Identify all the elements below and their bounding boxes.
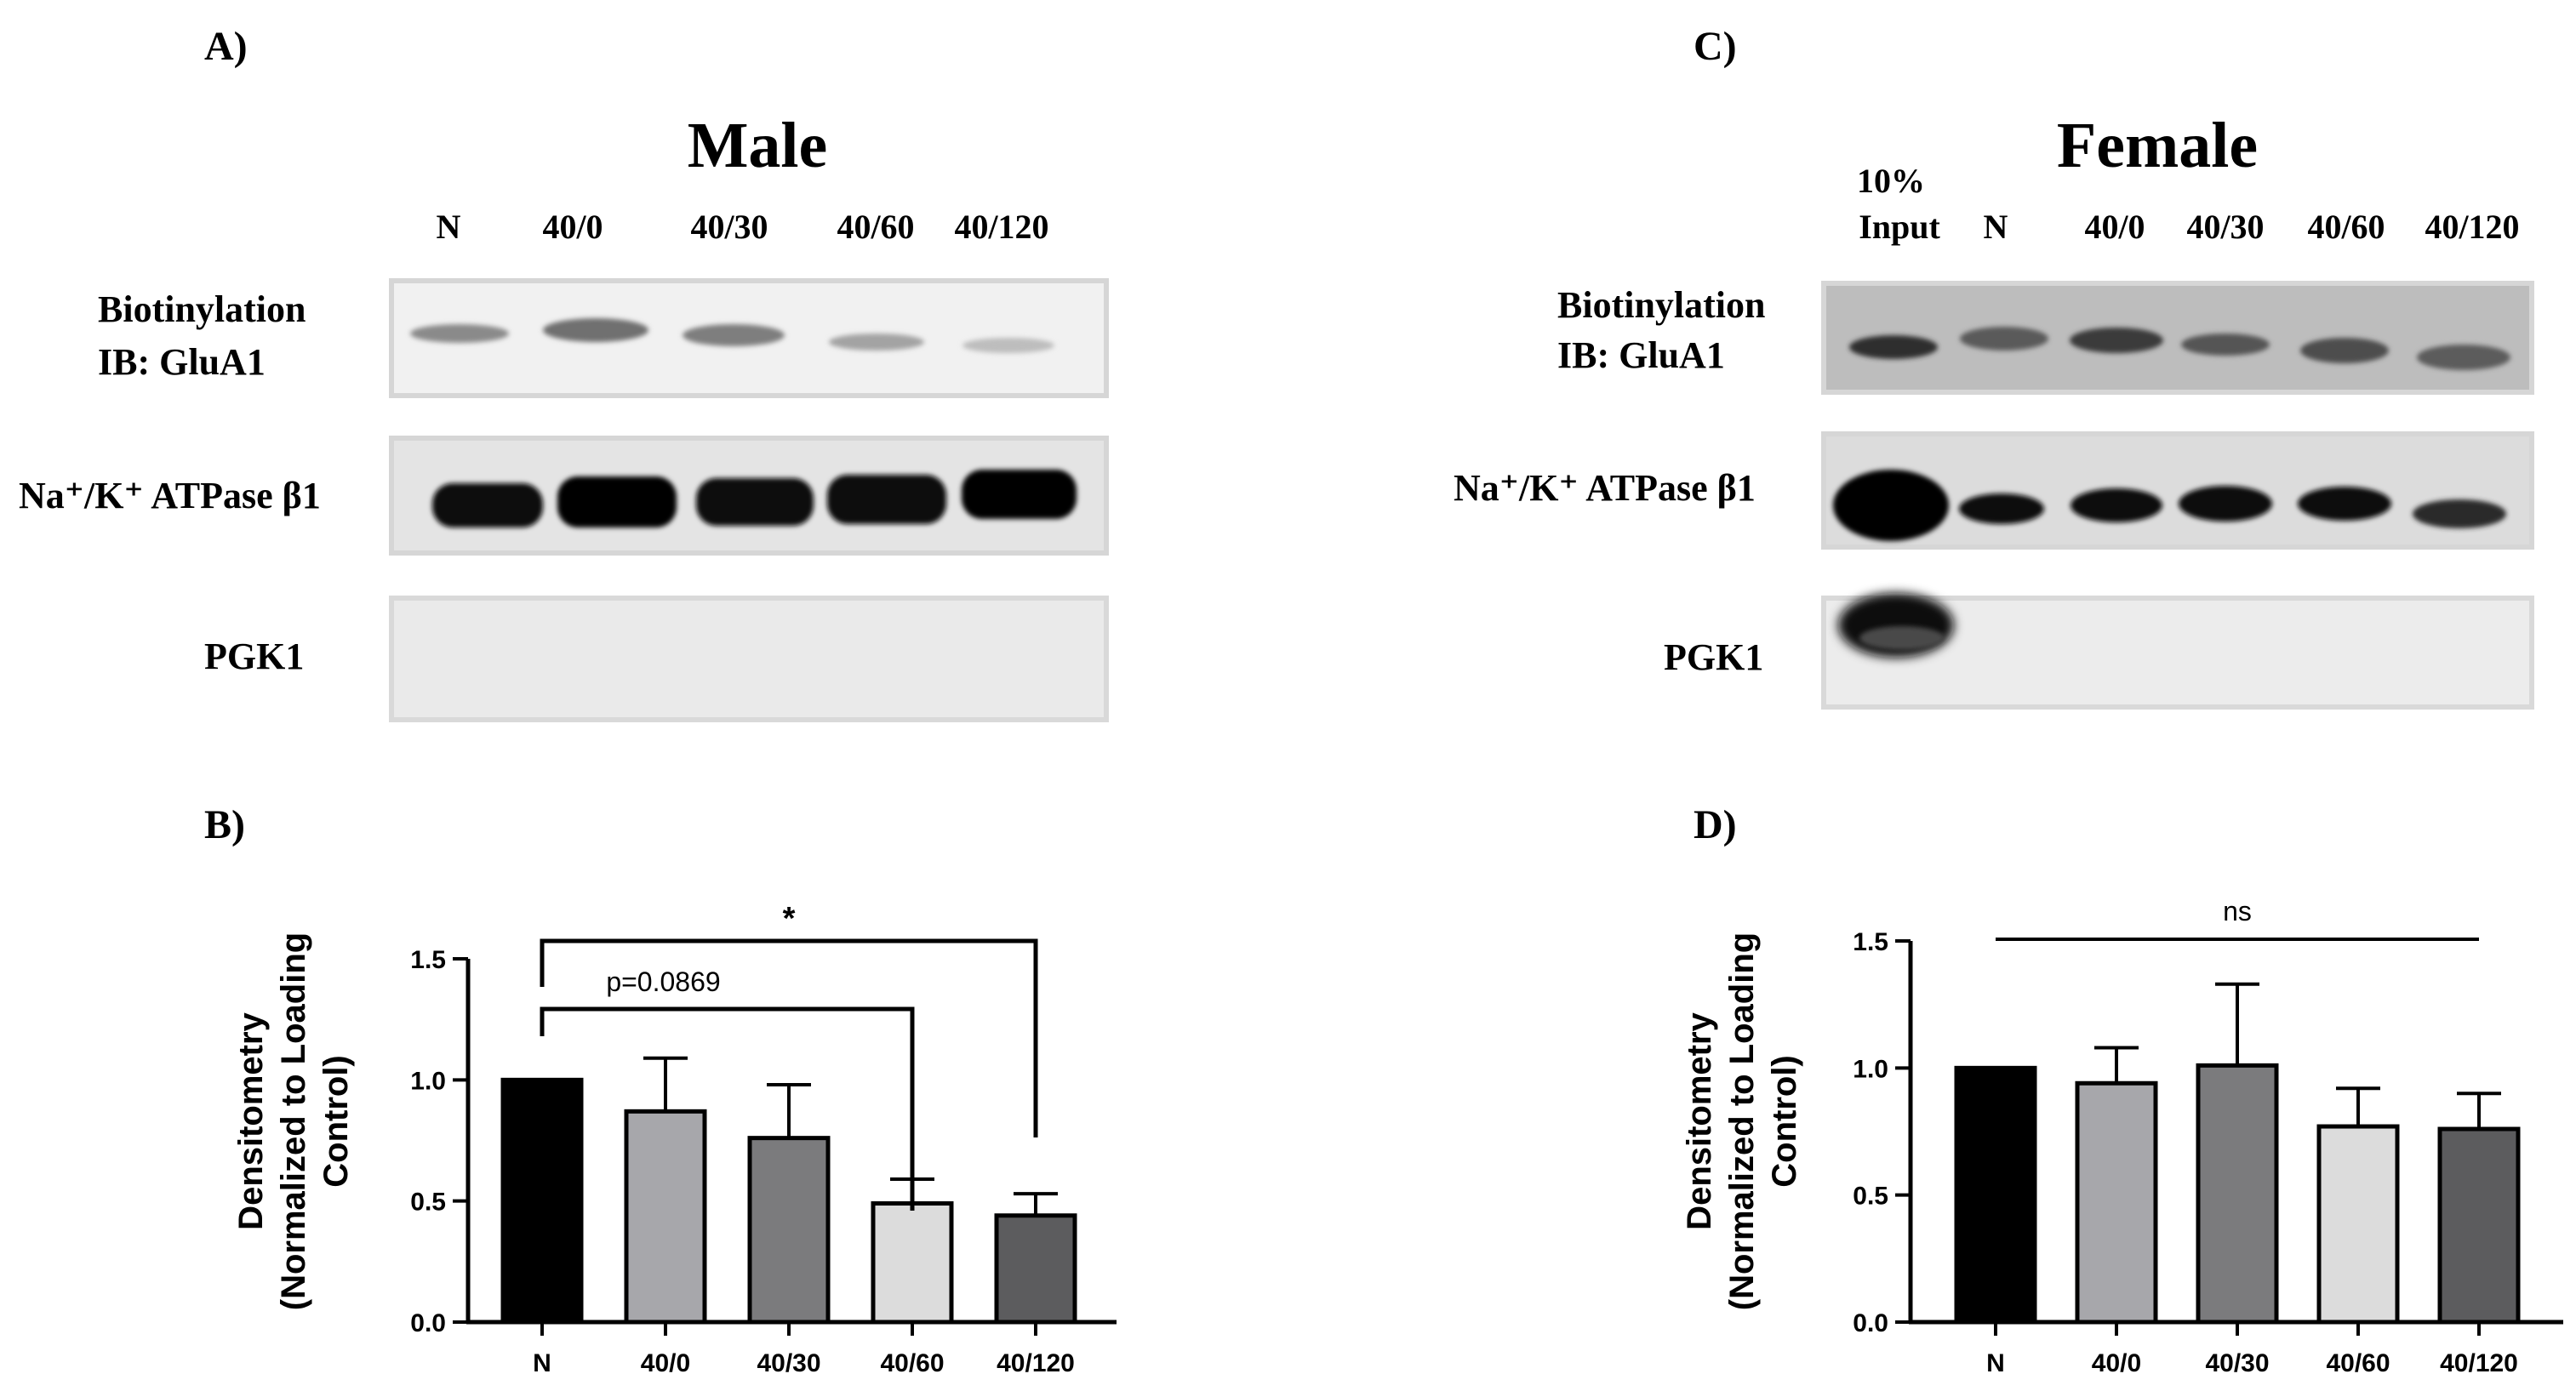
x-tick-label: N: [533, 1349, 551, 1377]
lane-label: 40/30: [2186, 208, 2264, 246]
lane-label: 40/60: [2307, 208, 2385, 246]
y-axis-label: (Normalized to Loading: [1723, 932, 1761, 1310]
row-label-atpase: Na⁺/K⁺ ATPase β1: [19, 475, 321, 516]
blot-title-female: Female: [2057, 110, 2258, 181]
lane-label: 40/30: [690, 208, 768, 246]
y-axis-label: Densitometry: [1681, 1012, 1718, 1229]
x-tick-label: 40/0: [2092, 1349, 2141, 1377]
y-tick-label: 1.5: [1853, 928, 1888, 956]
x-tick-label: 40/30: [2205, 1349, 2269, 1377]
y-axis-label: Control): [317, 1055, 355, 1188]
bar-chart-male: N 40/0 40/30 40/60 40/120 0.0 0.5 1.0 1.5 * p=0.0…: [232, 901, 1117, 1377]
panel-label-b: B): [204, 802, 245, 847]
row-label-atpase: Na⁺/K⁺ ATPase β1: [1454, 467, 1756, 509]
x-tick-label: 40/30: [757, 1349, 820, 1377]
y-tick-label: 0.5: [1853, 1183, 1888, 1211]
x-tick-label: 40/120: [2440, 1349, 2518, 1377]
bar: [871, 1201, 954, 1325]
lane-label: 40/120: [2425, 208, 2519, 246]
panel-label-d: D): [1694, 802, 1737, 847]
bar: [2075, 1080, 2158, 1325]
lane-label: 40/60: [837, 208, 914, 246]
bar: [1954, 1065, 2037, 1325]
lane-labels-male: N 40/0 40/30 40/60 40/120: [437, 208, 1049, 246]
bar-chart-female: N 40/0 40/30 40/60 40/120 0.0 0.5 1.0 1.5 ns Den…: [1681, 896, 2563, 1377]
lane-label: 40/0: [2084, 208, 2145, 246]
blot-atpase-male: [389, 436, 1109, 556]
y-tick-label: 1.0: [1853, 1055, 1888, 1083]
blot-glua1-female: [1821, 281, 2534, 395]
bar: [994, 1213, 1077, 1325]
y-tick-label: 0.0: [1853, 1309, 1888, 1337]
y-axis-label: Control): [1766, 1055, 1803, 1188]
x-tick-label: 40/120: [997, 1349, 1075, 1377]
x-tick-label: 40/60: [2326, 1349, 2390, 1377]
panel-c: C) Female 10% Input N 40/0 40/30 40/60 4…: [1454, 24, 2534, 710]
y-tick-label: 1.0: [410, 1067, 446, 1095]
y-tick-label: 0.5: [410, 1189, 446, 1217]
lane-label: 40/0: [542, 208, 603, 246]
lane-label-10pct: 10%: [1857, 162, 1925, 200]
lane-labels-female: N 40/0 40/30 40/60 40/120: [1984, 208, 2520, 246]
y-axis-label: (Normalized to Loading: [275, 932, 312, 1310]
lane-label: 40/120: [954, 208, 1048, 246]
bar: [747, 1136, 831, 1325]
row-label-biotinylation: Biotinylation: [98, 288, 306, 330]
lane-label: N: [437, 208, 461, 246]
panel-a: A) Male N 40/0 40/30 40/60 40/120 Biotin…: [19, 24, 1109, 722]
blot-title-male: Male: [688, 110, 828, 181]
x-tick-label: 40/60: [880, 1349, 944, 1377]
y-axis-label: Densitometry: [232, 1012, 270, 1229]
bar: [500, 1077, 584, 1325]
lane-label-input: Input: [1859, 208, 1940, 246]
row-label-ib-glua1: IB: GluA1: [98, 341, 266, 383]
significance-label: ns: [2223, 896, 2252, 926]
significance-bracket: [540, 938, 1038, 1137]
blot-glua1-male: [389, 278, 1109, 398]
bar: [2196, 1063, 2279, 1325]
significance-label: *: [783, 901, 796, 937]
bar: [2316, 1124, 2400, 1325]
significance-bracket: [540, 1006, 915, 1211]
x-tick-label: 40/0: [641, 1349, 690, 1377]
y-tick-label: 1.5: [410, 946, 446, 974]
blot-pgk1-male: [389, 596, 1109, 722]
lane-label: N: [1984, 208, 2008, 246]
bar: [624, 1109, 707, 1325]
blot-pgk1-female: [1821, 593, 2534, 710]
panel-label-a: A): [204, 24, 248, 69]
row-label-pgk1: PGK1: [1664, 636, 1763, 678]
panel-label-c: C): [1694, 24, 1737, 69]
blot-atpase-female: [1821, 431, 2534, 550]
x-tick-label: N: [1986, 1349, 2005, 1377]
row-label-pgk1: PGK1: [204, 636, 304, 677]
bar: [2437, 1126, 2521, 1325]
row-label-ib-glua1: IB: GluA1: [1557, 334, 1725, 376]
row-label-biotinylation: Biotinylation: [1557, 284, 1766, 326]
significance-label: p=0.0869: [606, 966, 720, 997]
y-tick-label: 0.0: [410, 1309, 446, 1337]
